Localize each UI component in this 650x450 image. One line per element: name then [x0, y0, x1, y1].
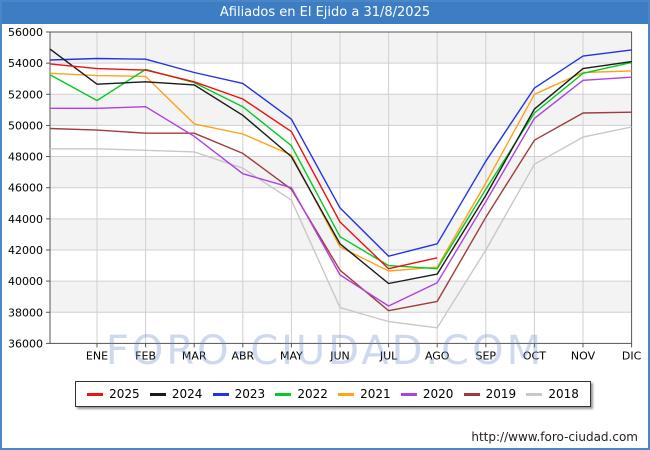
series-line-2024	[49, 48, 632, 285]
x-axis-label: SEP	[476, 349, 497, 362]
x-axis-label: JUL	[379, 349, 398, 362]
x-axis-label: AGO	[425, 349, 450, 362]
legend-label: 2019	[485, 387, 517, 401]
x-axis-label: NOV	[571, 349, 596, 362]
series-line-2020	[50, 76, 632, 307]
legend-dash-2020	[400, 392, 417, 396]
x-axis-label: ABR	[231, 349, 254, 362]
legend-item-2018: 2018	[526, 387, 579, 401]
legend-dash-2021	[338, 392, 355, 396]
series-line-2023	[49, 49, 632, 257]
legend-label: 2024	[171, 387, 203, 401]
legend-label: 2023	[234, 387, 266, 401]
legend-item-2023: 2023	[212, 387, 266, 401]
legend-dash-2024	[149, 392, 166, 396]
plot-band	[50, 156, 632, 188]
y-axis-label: 46000	[8, 182, 43, 195]
y-axis-label: 40000	[8, 275, 43, 288]
legend-item-2020: 2020	[400, 387, 454, 401]
legend-dash-2022	[275, 392, 292, 396]
source-url[interactable]: http://www.foro-ciudad.com	[471, 430, 638, 444]
series-line-2025	[49, 63, 438, 270]
x-axis-label: ENE	[86, 349, 108, 362]
legend-label: 2021	[360, 387, 391, 401]
legend-item-2024: 2024	[149, 387, 203, 401]
series-line-2021	[49, 70, 632, 272]
y-axis-label: 56000	[8, 26, 43, 39]
y-axis-label: 42000	[8, 244, 43, 257]
y-axis-label: 50000	[8, 119, 43, 132]
x-axis-label: DIC	[622, 349, 642, 362]
legend-item-2019: 2019	[463, 387, 517, 401]
y-axis-label: 52000	[8, 88, 43, 101]
legend-dash-2025	[87, 392, 104, 396]
chart-title: Afiliados en El Ejido a 31/8/2025	[2, 2, 648, 24]
legend-label: 2022	[297, 387, 328, 401]
legend-dash-2019	[463, 392, 480, 396]
x-axis-label: JUN	[329, 349, 350, 362]
legend-item-2021: 2021	[338, 387, 391, 401]
series-line-2019	[49, 111, 632, 312]
x-axis-label: FEB	[135, 349, 156, 362]
legend-dash-2018	[526, 392, 543, 396]
x-axis-label: MAY	[280, 349, 303, 362]
y-axis-label: 54000	[8, 57, 43, 70]
y-axis-label: 44000	[8, 213, 43, 226]
x-axis-label: OCT	[523, 349, 546, 362]
y-axis-label: 36000	[8, 337, 43, 350]
legend-label: 2018	[548, 387, 579, 401]
legend-dash-2023	[212, 392, 229, 396]
legend-label: 2020	[422, 387, 454, 401]
legend-label: 2025	[109, 387, 140, 401]
x-axis-label: MAR	[182, 349, 207, 362]
legend-item-2025: 2025	[87, 387, 140, 401]
series-line-2018	[50, 126, 632, 329]
plot-border	[49, 31, 633, 344]
y-axis-label: 48000	[8, 151, 43, 164]
legend: 2025 2024 2023 2022 2021 2020 2019 2018	[75, 381, 591, 407]
y-axis-label: 38000	[8, 306, 43, 319]
legend-item-2022: 2022	[275, 387, 328, 401]
